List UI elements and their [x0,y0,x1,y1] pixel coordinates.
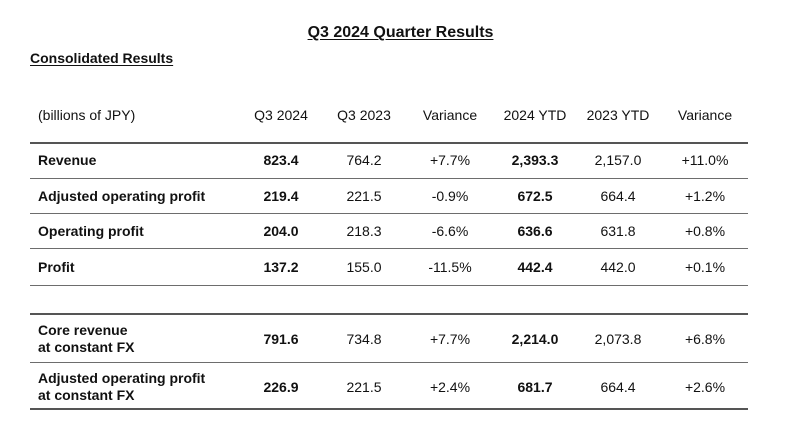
cell-q3-2024: 204.0 [263,223,299,239]
table-rule [30,178,748,179]
cell-q3-2024: 226.9 [263,379,299,395]
cell-variance-ytd: +0.8% [684,223,726,239]
header-2024-ytd: 2024 YTD [503,107,567,123]
row-label: Core revenue [38,322,128,338]
cell-variance-quarter: -6.6% [431,223,469,239]
cell-2024-ytd: 672.5 [517,188,553,204]
cell-variance-ytd: +0.1% [684,259,726,275]
cell-q3-2024: 219.4 [263,188,299,204]
cell-q3-2023: 218.3 [346,223,382,239]
cell-variance-quarter: -11.5% [428,259,472,275]
header-q3-2024: Q3 2024 [254,107,308,123]
cell-variance-ytd: +11.0% [681,152,729,168]
cell-variance-ytd: +1.2% [684,188,726,204]
row-label: Adjusted operating profit [38,188,206,204]
row-label: Adjusted operating profit [38,370,206,386]
cell-q3-2023: 221.5 [346,188,382,204]
table-rule [30,285,748,286]
cell-variance-ytd: +2.6% [684,379,726,395]
cell-2023-ytd: 2,073.8 [594,331,642,347]
row-label: Profit [38,259,75,275]
cell-2024-ytd: 681.7 [517,379,553,395]
cell-2023-ytd: 631.8 [600,223,636,239]
cell-2024-ytd: 636.6 [517,223,553,239]
cell-2023-ytd: 442.0 [600,259,636,275]
cell-2023-ytd: 2,157.0 [594,152,642,168]
row-label-second-line: at constant FX [38,339,135,355]
page-title: Q3 2024 Quarter Results [307,24,494,41]
cell-q3-2024: 791.6 [263,331,299,347]
cell-q3-2023: 734.8 [346,331,382,347]
cell-2024-ytd: 442.4 [517,259,553,275]
cell-q3-2024: 823.4 [263,152,299,168]
table-rule [30,248,748,249]
cell-2023-ytd: 664.4 [600,188,636,204]
cell-variance-quarter: -0.9% [431,188,469,204]
row-label-second-line: at constant FX [38,387,135,403]
table-rule [30,362,748,363]
cell-variance-quarter: +2.4% [429,379,471,395]
section-subtitle: Consolidated Results [30,50,174,66]
table-rule [30,142,748,144]
table-rule [30,213,748,214]
cell-variance-quarter: +7.7% [429,152,471,168]
row-label: Operating profit [38,223,144,239]
header-variance-ytd: Variance [677,107,733,123]
table-rule [30,408,748,410]
header-q3-2023: Q3 2023 [337,107,391,123]
table-rule [30,313,748,315]
cell-q3-2023: 155.0 [346,259,382,275]
cell-2023-ytd: 664.4 [600,379,636,395]
unit-header: (billions of JPY) [38,107,136,123]
row-label: Revenue [38,152,97,168]
cell-variance-quarter: +7.7% [429,331,471,347]
cell-variance-ytd: +6.8% [684,331,726,347]
cell-q3-2023: 764.2 [346,152,382,168]
header-2023-ytd: 2023 YTD [586,107,650,123]
table-header: (billions of JPY) Q3 2024 Q3 2023 Varian… [0,106,801,124]
cell-q3-2024: 137.2 [263,259,299,275]
cell-2024-ytd: 2,393.3 [511,152,559,168]
cell-q3-2023: 221.5 [346,379,382,395]
header-variance-quarter: Variance [422,107,478,123]
cell-2024-ytd: 2,214.0 [511,331,559,347]
